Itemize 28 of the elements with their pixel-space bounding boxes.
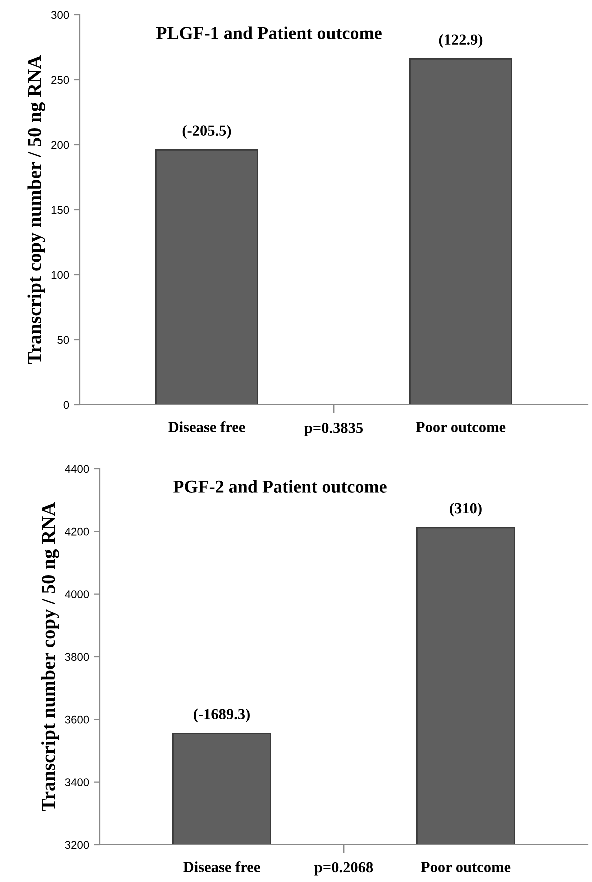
text: p=0.2068 <box>314 862 374 876</box>
y-tick-label: 250 <box>52 76 70 84</box>
text: p=0.3835 <box>304 422 364 436</box>
annotation: (122.9) <box>439 34 483 48</box>
y-axis-title: Transcript copy number / 50 ng RNA <box>28 55 46 364</box>
y-tick-label: 3200 <box>65 841 90 850</box>
x-tick-label: Poor outcome <box>421 862 511 872</box>
x-tick-label: Disease free <box>184 862 260 872</box>
y-tick-label: 150 <box>52 206 70 214</box>
annotation: (310) <box>450 502 482 517</box>
y-tick-label: 4200 <box>65 528 90 536</box>
x-tick-label: Poor outcome <box>416 422 506 432</box>
text: PLGF-1 and Patient outcome <box>156 26 382 40</box>
annotation: (-1689.3) <box>194 708 250 723</box>
y-tick-label: 0 <box>64 401 70 410</box>
y-tick-label: 50 <box>58 336 70 344</box>
y-tick-label: 3600 <box>65 716 90 724</box>
annotation: (-205.5) <box>182 125 232 140</box>
y-axis-title: Transcript number copy / 50 ng RNA <box>42 502 60 812</box>
y-tick-label: 100 <box>52 271 70 280</box>
x-tick-label: Disease free <box>168 422 246 432</box>
y-tick-label: 4400 <box>65 465 90 474</box>
chart-title: PGF-2 and Patient outcome <box>174 480 387 494</box>
y-tick-label: 200 <box>52 141 70 150</box>
y-tick-label: 3400 <box>65 778 90 786</box>
y-tick-label: 300 <box>51 11 70 20</box>
y-tick-label: 3800 <box>65 653 90 662</box>
y-tick-label: 4000 <box>65 590 90 598</box>
